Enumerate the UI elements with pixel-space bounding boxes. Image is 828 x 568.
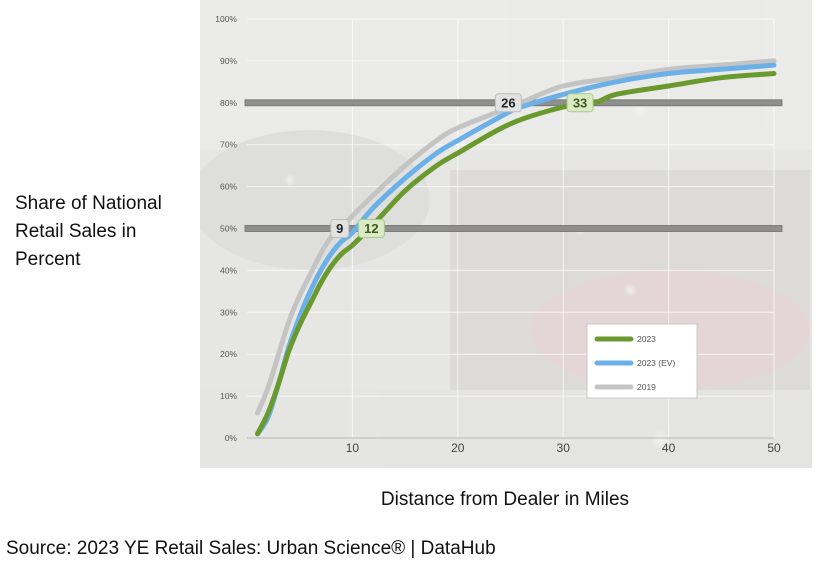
y-tick-label: 80% <box>220 98 237 108</box>
line-chart: 0% 10% 20% 30% 40% 50% 60% 70% 80% 90% 100% 10 20 30… <box>200 0 812 468</box>
threshold-label-box <box>494 93 522 113</box>
y-tick-label: 60% <box>220 182 237 192</box>
y-tick-label: 30% <box>220 307 237 317</box>
x-tick-label: 30 <box>557 441 571 455</box>
y-axis-title-line: Retail Sales in <box>15 221 137 242</box>
x-tick-label: 40 <box>662 441 676 455</box>
legend-label: 2019 <box>637 382 656 392</box>
threshold-label-box <box>330 219 350 238</box>
x-axis-title: Distance from Dealer in Miles <box>380 489 630 510</box>
legend: 2023 2023 (EV) 2019 <box>586 323 698 399</box>
y-tick-label: 10% <box>220 391 237 401</box>
threshold-label: 33 <box>573 95 587 110</box>
source-note: Source: 2023 YE Retail Sales: Urban Scie… <box>6 538 496 559</box>
y-axis-title-line: Share of National <box>15 193 162 214</box>
y-tick-label: 90% <box>220 56 237 66</box>
y-tick-label: 20% <box>220 349 237 359</box>
threshold-label: 12 <box>364 221 378 236</box>
y-tick-label: 50% <box>220 224 237 234</box>
y-tick-label: 70% <box>220 140 237 150</box>
y-axis-ticks: 0% 10% 20% 30% 40% 50% 60% 70% 80% 90% 100% <box>215 14 237 443</box>
reference-line <box>244 225 783 232</box>
threshold-label-box <box>357 219 385 238</box>
y-tick-label: 0% <box>225 433 238 443</box>
threshold-label: 9 <box>336 221 343 236</box>
x-tick-label: 10 <box>346 441 360 455</box>
x-axis-ticks: 10 20 30 40 50 <box>346 441 781 455</box>
legend-label: 2023 <box>637 334 656 344</box>
y-tick-label: 100% <box>215 14 237 24</box>
threshold-labels: 9 12 26 33 <box>330 93 594 238</box>
series-line-2019 <box>255 58 777 416</box>
background-photo <box>200 0 812 468</box>
threshold-label: 26 <box>501 95 515 110</box>
legend-label: 2023 (EV) <box>637 358 675 368</box>
y-axis-title: Share of National Retail Sales in Percen… <box>15 190 200 274</box>
x-tick-label: 50 <box>767 441 781 455</box>
y-axis-title-line: Percent <box>15 249 81 270</box>
x-tick-label: 20 <box>451 441 465 455</box>
threshold-label-box <box>566 93 594 113</box>
y-tick-label: 40% <box>220 265 237 275</box>
